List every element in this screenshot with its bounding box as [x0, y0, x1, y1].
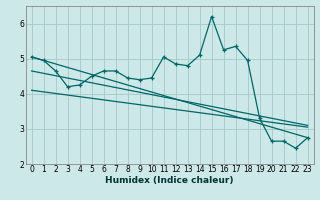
X-axis label: Humidex (Indice chaleur): Humidex (Indice chaleur)	[105, 176, 234, 185]
